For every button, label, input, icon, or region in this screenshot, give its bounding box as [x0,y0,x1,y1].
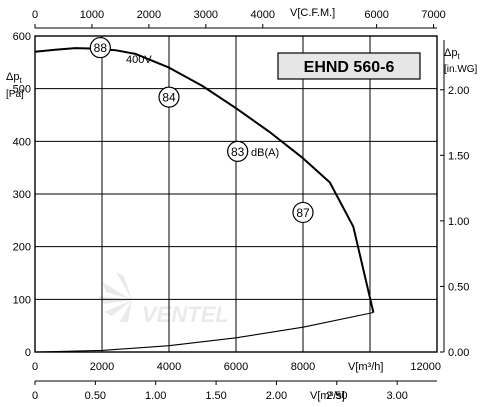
x-bottom-tick-label: 2000 [90,361,114,373]
sound-level-label: 83 [231,145,245,159]
sound-level-marker: 83 [227,140,249,162]
watermark-text: VENTEL [142,302,229,327]
y-left-tick-label: 300 [13,189,31,201]
x-m3s-tick-label: 1.00 [145,390,166,402]
y-right-tick-label: 0.00 [448,347,469,359]
x-m3s-tick-label: 3.00 [386,390,407,402]
x-top-tick-label: 1000 [80,9,104,21]
x-top-tick-label: 2000 [137,9,161,21]
y-left-axis-unit: [Pa] [6,89,24,100]
sound-level-label: 88 [94,41,108,55]
x-top-tick-label: 6000 [364,9,388,21]
y-left-tick-label: 500 [13,84,31,96]
x-m3s-tick-label: 1.50 [205,390,226,402]
y-left-tick-label: 600 [13,31,31,43]
y-right-tick-label: 0.50 [448,281,469,293]
sound-level-circle [227,140,249,162]
x-top-axis-label: V[C.F.M.] [290,7,335,19]
chart-title: EHND 560-6 [304,59,395,76]
y-right-tick-label: 1.00 [448,216,469,228]
sound-level-circle [292,201,314,224]
sound-level-label: 87 [296,206,310,220]
y-left-tick-label: 200 [13,242,31,254]
sound-level-marker: 84 [158,86,180,108]
x-top-tick-label: 7000 [421,9,445,21]
y-right-tick-label: 1.50 [448,150,469,162]
plot-frame [34,35,438,353]
sound-level-circle [89,36,111,59]
x-bottom-tick-label: 8000 [291,361,315,373]
x-bottom-tick-label: 0 [32,361,38,373]
y-right-axis-unit: [in.WG] [444,64,478,75]
voltage-annotation: 400V [126,54,152,66]
system-curve [34,311,374,353]
sound-level-marker: 88 [89,36,111,59]
x-top-tick-label: 3000 [194,9,218,21]
y-right-axis-label: Δpt [444,47,460,61]
x-bottom-axis-label: V[m³/h] [348,361,383,373]
x-m3s-tick-label: 0 [32,390,38,402]
x-m3s-tick-label: 2.00 [266,390,287,402]
x-top-tick-label: 0 [32,9,38,21]
sound-level-marker: 87 [292,201,314,224]
x-bottom-tick-label: 6000 [224,361,248,373]
y-right-tick-label: 2.00 [448,85,469,97]
y-left-axis-label: Δpt [6,71,22,85]
y-left-tick-label: 0 [25,347,31,359]
chart-title-box: EHND 560-6 [277,52,421,80]
x-m3s-tick-label: 0.50 [85,390,106,402]
sound-unit-annotation: dB(A) [251,147,279,159]
fan-curve-400v [34,47,375,313]
sound-level-label: 84 [162,91,176,105]
ventel-watermark: VENTEL [98,272,229,327]
sound-level-circle [158,86,180,108]
y-left-tick-label: 100 [13,294,31,306]
x-m3s-axis-label: V[m³/s] [310,390,345,402]
x-top-tick-label: 4000 [251,9,275,21]
x-m3s-tick-label: 2.50 [326,390,347,402]
y-left-tick-label: 400 [13,136,31,148]
x-bottom-tick-label: 12000 [410,361,441,373]
x-bottom-tick-label: 4000 [157,361,181,373]
